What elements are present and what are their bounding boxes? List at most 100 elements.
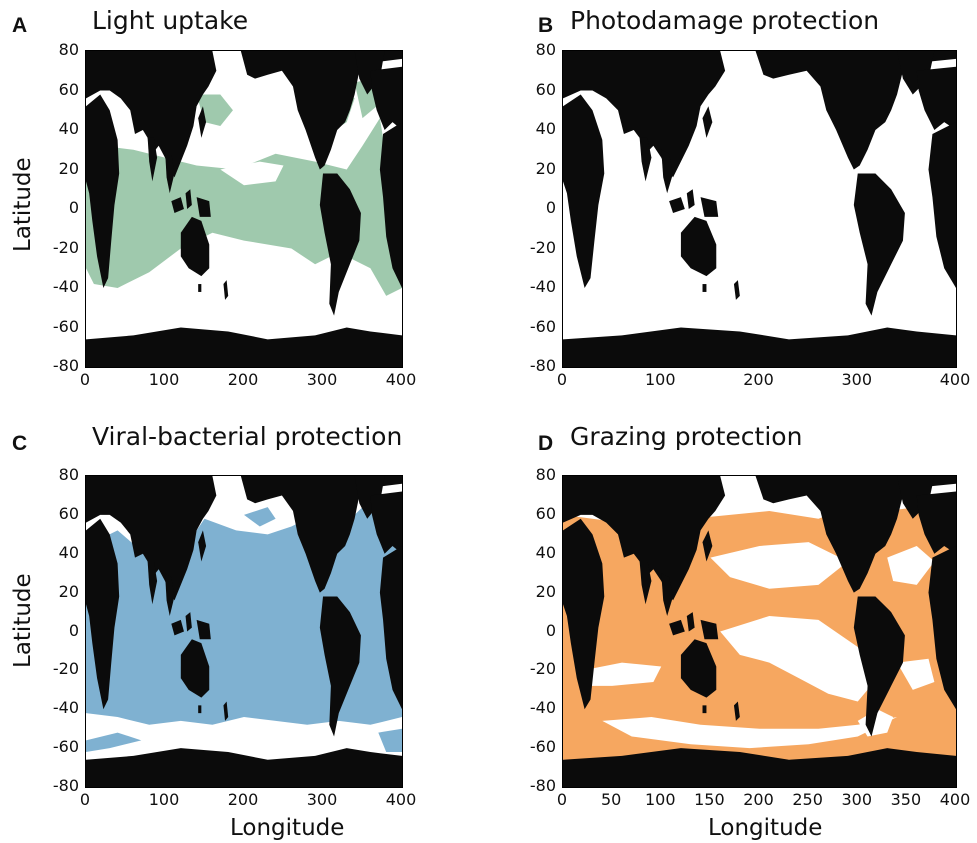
land-australia xyxy=(680,639,717,698)
ocean-fill-region xyxy=(196,94,233,127)
ocean-fill-region xyxy=(378,728,402,753)
y-tick-label: -20 xyxy=(52,659,79,679)
x-tick-label: 200 xyxy=(227,370,259,389)
y-tick-label: 0 xyxy=(68,198,79,217)
land-maritime1 xyxy=(171,619,184,636)
land-australia xyxy=(180,639,210,698)
x-tick-label: 100 xyxy=(148,370,180,389)
y-axis-label: Latitude xyxy=(10,157,36,252)
land-tasmania xyxy=(198,705,202,714)
x-tick-label: 400 xyxy=(385,370,417,389)
ocean-blank-region xyxy=(157,268,205,292)
land-samerica xyxy=(319,596,361,737)
x-tick-label: 150 xyxy=(694,790,725,809)
ocean-blank-region xyxy=(710,542,848,589)
land-tasmania xyxy=(702,705,707,714)
land-indochina xyxy=(165,149,175,194)
land-antarctica xyxy=(86,327,402,367)
y-tick-label: -80 xyxy=(52,356,79,375)
x-tick-label: 400 xyxy=(939,370,971,389)
map-svg xyxy=(563,476,956,787)
land-namerica xyxy=(755,476,956,593)
ocean-fill-region xyxy=(86,732,142,753)
map-svg xyxy=(86,476,402,787)
land-indochina xyxy=(661,149,674,194)
land-maritime1 xyxy=(669,619,685,636)
land-nz xyxy=(733,701,740,721)
land-europe xyxy=(370,66,402,130)
y-tick-label: 20 xyxy=(535,158,556,178)
land-maritime1 xyxy=(171,197,184,213)
y-tick-label: -20 xyxy=(529,237,556,257)
land-africa xyxy=(86,94,120,288)
y-axis-label: Latitude xyxy=(10,573,36,668)
y-tick-label: 60 xyxy=(58,79,79,99)
land-europe xyxy=(916,66,956,130)
x-tick-label: 100 xyxy=(148,790,180,809)
ocean-fill-region xyxy=(244,507,276,527)
y-tick-label: 20 xyxy=(535,581,556,601)
y-tick-label: -40 xyxy=(52,277,79,296)
x-tick-label: 0 xyxy=(79,370,91,389)
land-nz xyxy=(223,701,229,721)
land-australia xyxy=(680,216,717,277)
y-tick-label: 40 xyxy=(535,119,556,138)
land-antarctica xyxy=(563,327,956,367)
land-greenland xyxy=(897,51,935,95)
land-africa xyxy=(563,94,605,288)
land-indochina xyxy=(165,573,175,616)
land-maritime1 xyxy=(669,197,685,213)
x-axis-label: Longitude xyxy=(708,815,823,841)
land-eurasia xyxy=(86,476,217,601)
x-tick-label: 50 xyxy=(600,790,622,809)
y-tick-label: -40 xyxy=(52,698,79,718)
x-tick-label: 300 xyxy=(306,790,338,809)
land-tasmania xyxy=(198,284,202,292)
land-namerica xyxy=(240,51,402,170)
land-eurasia xyxy=(86,51,217,178)
panel-letter: B xyxy=(538,14,554,37)
land-greenland xyxy=(354,51,385,95)
land-africa_r xyxy=(379,122,402,288)
x-tick-label: 300 xyxy=(841,370,873,389)
x-tick-label: 400 xyxy=(385,790,417,809)
land-maritime2 xyxy=(185,189,192,209)
land-india xyxy=(147,561,158,605)
land-nz xyxy=(223,280,229,300)
land-maritime3 xyxy=(700,619,719,640)
y-tick-label: 0 xyxy=(545,198,556,217)
x-tick-label: 200 xyxy=(227,790,259,809)
x-tick-label: 350 xyxy=(890,790,922,809)
land-africa_r xyxy=(928,122,956,288)
land-japan xyxy=(198,106,207,138)
y-tick-label: 20 xyxy=(58,581,79,601)
map-plot xyxy=(562,475,957,788)
ocean-blank-region xyxy=(720,615,878,702)
land-greenland xyxy=(354,476,385,519)
y-tick-label: -80 xyxy=(529,356,556,375)
land-maritime3 xyxy=(196,197,211,217)
land-africa_r xyxy=(928,545,956,710)
y-tick-label: -60 xyxy=(529,316,556,336)
panel-title: Photodamage protection xyxy=(570,6,880,35)
land-eurasia xyxy=(563,51,726,178)
panel-title: Viral-bacterial protection xyxy=(92,422,403,451)
land-maritime2 xyxy=(686,612,695,632)
map-plot xyxy=(85,50,403,368)
land-namerica xyxy=(240,476,402,593)
land-japan xyxy=(198,530,207,562)
y-tick-label: -60 xyxy=(529,737,556,757)
y-tick-label: 80 xyxy=(535,40,556,59)
land-antarctica xyxy=(86,748,402,787)
y-tick-label: 60 xyxy=(58,503,79,523)
land-india xyxy=(639,561,652,605)
land-japan xyxy=(702,106,713,138)
land-namerica xyxy=(755,51,956,170)
ocean-blank-region xyxy=(220,161,284,186)
ocean-blank-region xyxy=(602,717,898,749)
x-tick-label: 100 xyxy=(644,790,676,809)
land-europe xyxy=(916,491,956,554)
y-tick-label: -20 xyxy=(529,659,556,679)
land-eurasia xyxy=(563,476,726,601)
x-tick-label: 0 xyxy=(556,370,568,389)
